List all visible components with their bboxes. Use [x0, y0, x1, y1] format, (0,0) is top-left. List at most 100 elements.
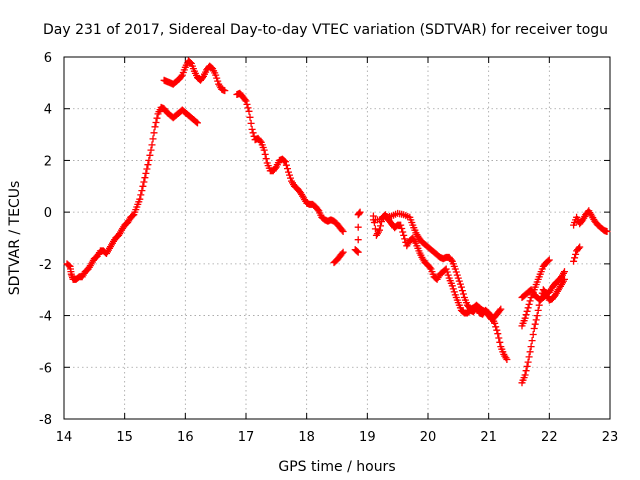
- data-point: [142, 169, 150, 177]
- data-point: [503, 356, 511, 363]
- data-point: [136, 195, 144, 203]
- data-point: [495, 334, 503, 342]
- data-point: [338, 250, 346, 257]
- data-point: [246, 113, 254, 121]
- data-point: [535, 301, 543, 309]
- y-tick-label: -4: [39, 310, 52, 325]
- data-point: [280, 157, 288, 165]
- data-point: [376, 226, 383, 234]
- data-point: [65, 262, 73, 270]
- data-point: [355, 209, 363, 217]
- data-point: [532, 316, 540, 324]
- data-point: [450, 288, 458, 296]
- data-point: [452, 268, 460, 276]
- data-point: [256, 137, 264, 145]
- data-point: [249, 129, 257, 137]
- data-point: [213, 74, 221, 82]
- data-point: [526, 348, 534, 356]
- data-point: [353, 247, 361, 255]
- data-point: [571, 254, 579, 262]
- data-point: [137, 191, 145, 199]
- data-point: [241, 96, 249, 104]
- data-point: [260, 146, 268, 154]
- data-point: [521, 314, 529, 322]
- x-tick-label: 17: [238, 430, 255, 445]
- x-tick-label: 20: [420, 430, 437, 445]
- data-point: [528, 337, 536, 345]
- data-point: [261, 150, 269, 158]
- data-point: [177, 72, 185, 80]
- data-point: [529, 331, 537, 338]
- data-point: [456, 280, 464, 288]
- data-point: [281, 158, 289, 166]
- data-point: [426, 264, 434, 272]
- plot-frame: [63, 56, 611, 420]
- data-point: [523, 362, 531, 370]
- data-point: [377, 222, 384, 230]
- data-point: [603, 228, 611, 235]
- data-point: [151, 123, 159, 131]
- data-point: [150, 129, 158, 137]
- data-point: [451, 265, 459, 273]
- data-point: [287, 174, 294, 182]
- y-tick-label: 6: [44, 51, 52, 66]
- data-point: [144, 161, 152, 169]
- data-point: [572, 250, 580, 258]
- data-point: [576, 243, 584, 251]
- y-tick-label: 4: [44, 103, 52, 118]
- x-tick-label: 23: [602, 430, 619, 445]
- data-point: [138, 187, 146, 195]
- data-point: [221, 87, 229, 95]
- data-point: [371, 225, 379, 233]
- data-point: [522, 367, 530, 375]
- data-point: [139, 182, 147, 190]
- data-point: [354, 248, 362, 256]
- y-tick-label: -2: [39, 258, 52, 273]
- data-point: [282, 161, 290, 169]
- data-point: [354, 236, 362, 244]
- data-point: [496, 306, 504, 314]
- data-point: [401, 235, 409, 243]
- axis-ticks: 14 15 16 17 18 19 20 21 22 23 -8 -6 -4 -2 0 2 4 6: [39, 51, 618, 445]
- data-point: [575, 244, 583, 252]
- data-point: [545, 256, 553, 264]
- chart-title: Day 231 of 2017, Sidereal Day-to-day VTE…: [43, 22, 608, 38]
- data-point: [286, 171, 293, 179]
- data-point: [194, 119, 201, 127]
- data-point: [524, 358, 532, 366]
- data-point: [455, 277, 463, 285]
- data-point: [527, 343, 535, 351]
- data-point: [544, 257, 552, 265]
- data-point: [242, 97, 250, 105]
- data-point: [534, 306, 542, 314]
- y-tick-label: -8: [39, 413, 52, 428]
- y-axis-label: SDTVAR / TECUs: [7, 181, 23, 296]
- x-tick-label: 19: [359, 430, 376, 445]
- data-point: [354, 223, 362, 231]
- data-point: [356, 208, 364, 216]
- data-point: [193, 118, 200, 126]
- data-point: [398, 225, 406, 232]
- data-point: [459, 290, 467, 298]
- data-point: [530, 325, 538, 332]
- data-point: [147, 146, 155, 154]
- data-point: [285, 168, 292, 176]
- data-point: [458, 287, 466, 295]
- data-point: [245, 107, 253, 115]
- data-point: [531, 320, 539, 328]
- data-point: [443, 268, 451, 276]
- data-point: [570, 257, 578, 265]
- data-point: [397, 221, 405, 229]
- grid: [64, 57, 610, 419]
- data-point: [140, 178, 148, 186]
- x-tick-label: 22: [541, 430, 558, 445]
- data-point: [444, 271, 452, 279]
- data-point: [453, 271, 461, 279]
- data-point: [457, 283, 465, 291]
- data-point: [248, 125, 256, 133]
- x-tick-label: 21: [480, 430, 497, 445]
- y-tick-label: 2: [44, 154, 52, 169]
- data-point: [526, 297, 534, 305]
- data-point: [521, 371, 529, 379]
